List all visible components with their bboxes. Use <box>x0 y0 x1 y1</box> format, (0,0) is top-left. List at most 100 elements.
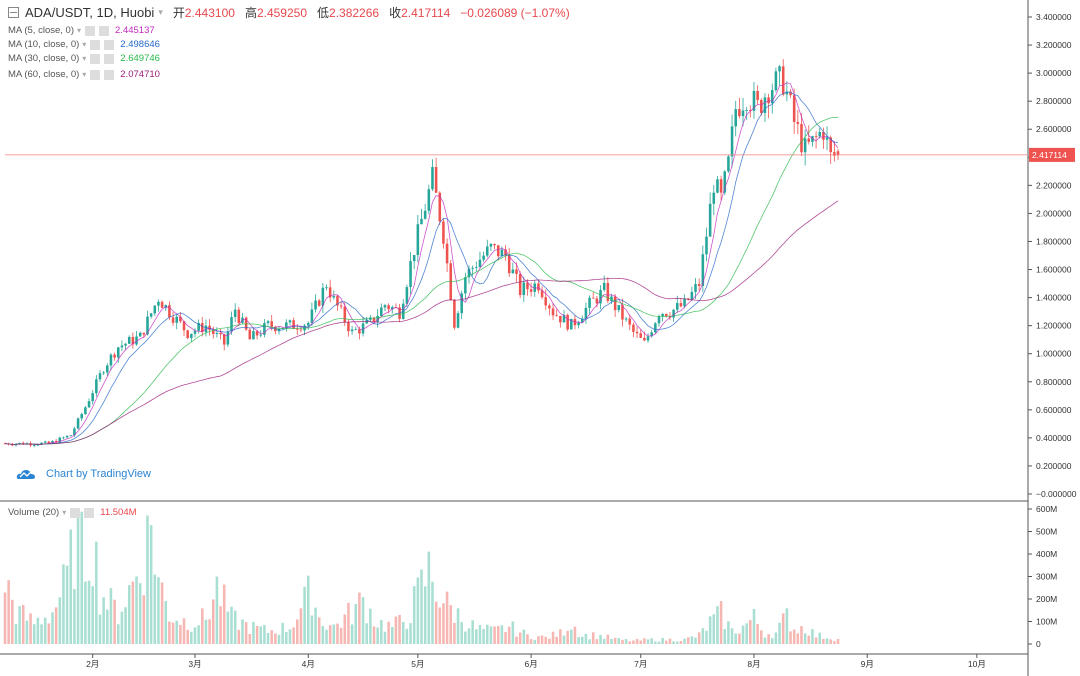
candle-body <box>694 284 697 292</box>
candle-body <box>537 283 540 291</box>
candle-body <box>149 313 153 317</box>
candle-body <box>460 293 463 314</box>
close-icon[interactable] <box>104 69 115 80</box>
open-value: 2.443100 <box>184 5 235 20</box>
close-icon[interactable] <box>104 39 115 50</box>
candle-body <box>73 428 76 436</box>
settings-icon[interactable] <box>90 53 101 64</box>
candle-body <box>296 328 299 330</box>
ma-legend-60[interactable]: MA (60, close, 0) ▾ 2.074710 <box>8 69 160 80</box>
volume-bar <box>120 611 124 644</box>
ma-line <box>4 200 839 445</box>
symbol-title[interactable]: ADA/USDT, 1D, Huobi <box>25 5 155 20</box>
candle-body <box>635 331 639 334</box>
candle-body <box>131 336 135 345</box>
volume-bar <box>741 625 745 644</box>
volume-legend[interactable]: Volume (20) ▾ 11.504M <box>8 507 137 518</box>
candle-body <box>690 291 694 300</box>
volume-bar <box>314 607 317 644</box>
chevron-down-icon[interactable]: ▾ <box>82 40 87 49</box>
volume-bar <box>219 606 222 644</box>
volume-bar <box>21 605 25 644</box>
candle-body <box>705 236 708 255</box>
candle-body <box>442 221 445 244</box>
volume-bar <box>774 632 778 644</box>
close-icon[interactable] <box>104 53 115 64</box>
volume-bar <box>818 632 822 644</box>
volume-bar <box>321 626 325 644</box>
volume-bar <box>489 626 493 644</box>
volume-bar <box>555 636 558 644</box>
chevron-down-icon[interactable]: ▾ <box>77 26 82 35</box>
volume-bar <box>369 608 372 644</box>
candle-body <box>321 287 325 306</box>
ma-legend-30[interactable]: MA (30, close, 0) ▾ 2.649746 <box>8 53 160 64</box>
last-price-tag <box>1029 147 1075 162</box>
time-tick-label: 4月 <box>302 659 315 669</box>
volume-bar <box>654 641 657 644</box>
ma-legend-10[interactable]: MA (10, close, 0) ▾ 2.498646 <box>8 39 160 50</box>
close-label: 收 <box>389 6 402 20</box>
volume-bar <box>697 632 701 644</box>
volume-bar <box>705 630 708 644</box>
open-label: 开 <box>172 6 185 20</box>
chevron-down-icon[interactable]: ▾ <box>62 508 67 517</box>
time-tick-label: 10月 <box>968 659 986 669</box>
volume-bar <box>376 627 379 644</box>
settings-icon[interactable] <box>70 507 81 518</box>
volume-bar <box>43 617 47 644</box>
candle-body <box>76 418 80 429</box>
candle-body <box>431 167 434 190</box>
chevron-down-icon[interactable]: ▾ <box>82 70 87 79</box>
price-tick-label: 1.800000 <box>1036 236 1072 246</box>
candle-body <box>102 372 105 374</box>
settings-icon[interactable] <box>90 69 101 80</box>
candle-body <box>336 295 339 306</box>
volume-bar <box>570 629 573 644</box>
volume-bar <box>836 639 840 644</box>
candle-body <box>288 320 292 323</box>
chevron-down-icon[interactable]: ▾ <box>158 7 163 17</box>
volume-bar <box>124 607 127 644</box>
volume-bar <box>343 614 347 644</box>
volume-bar <box>226 611 230 644</box>
candle-body <box>836 151 840 155</box>
volume-bar <box>332 624 336 644</box>
candle-body <box>190 333 193 339</box>
volume-bar <box>635 638 639 644</box>
volume-bar <box>686 637 690 644</box>
volume-bar <box>62 564 65 644</box>
volume-bar <box>412 586 416 644</box>
volume-bar <box>829 639 832 644</box>
volume-bar <box>76 511 80 644</box>
volume-bar <box>427 551 431 644</box>
ma-label: MA (10, close, 0) <box>8 39 80 50</box>
volume-bar <box>738 633 741 644</box>
ma-legend-5[interactable]: MA (5, close, 0) ▾ 2.445137 <box>8 25 155 36</box>
candle-body <box>646 336 650 341</box>
candle-body <box>193 330 197 334</box>
volume-bar <box>657 641 661 644</box>
collapse-icon[interactable] <box>8 7 19 18</box>
volume-bar <box>500 625 504 644</box>
candle-body <box>741 110 745 117</box>
volume-bar <box>752 608 756 644</box>
volume-bar <box>749 620 752 644</box>
candle-body <box>595 298 599 304</box>
candle-body <box>708 203 712 237</box>
volume-bar <box>255 625 259 644</box>
tradingview-watermark[interactable]: Chart by TradingView <box>16 468 151 480</box>
volume-bar <box>409 623 412 644</box>
candle-body <box>533 283 537 292</box>
volume-bar <box>482 628 485 644</box>
close-icon[interactable] <box>99 25 110 36</box>
chevron-down-icon[interactable]: ▾ <box>82 54 87 63</box>
volume-bar <box>197 625 200 644</box>
candle-body <box>668 316 672 318</box>
settings-icon[interactable] <box>90 39 101 50</box>
candle-body <box>412 255 416 262</box>
settings-icon[interactable] <box>85 25 96 36</box>
candle-body <box>153 305 157 314</box>
close-icon[interactable] <box>84 507 95 518</box>
